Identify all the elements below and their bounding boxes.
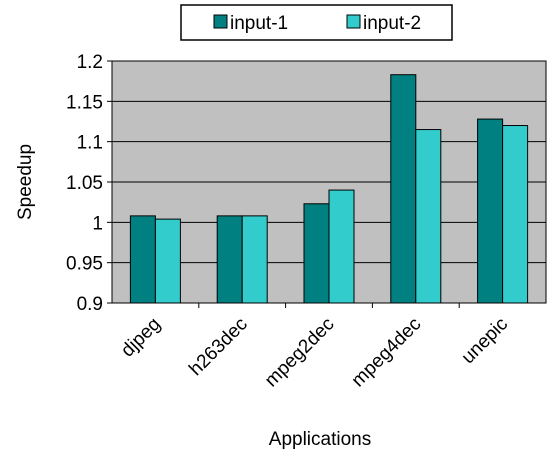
bar-input-1-djpeg [129, 215, 156, 304]
legend-label-input-1: input-1 [230, 13, 288, 34]
x-tick-label: mpeg2dec [261, 314, 339, 392]
y-axis-title: Speedup [15, 144, 36, 220]
bar-input-1-mpeg2dec [303, 203, 330, 304]
y-tick-label: 1.2 [77, 52, 103, 73]
bar-input-2-mpeg2dec [328, 189, 355, 304]
x-tick-label: h263dec [185, 314, 251, 380]
y-tick-label: 0.9 [77, 294, 103, 315]
y-tick-label: 1.05 [66, 173, 103, 194]
legend-swatch-input-2 [346, 14, 361, 29]
y-tick-label: 1.1 [77, 133, 103, 154]
bar-input-1-unepic [477, 118, 504, 304]
x-tick-label: unepic [458, 314, 512, 368]
y-tick-label: 1.15 [66, 92, 103, 113]
bars [129, 74, 529, 304]
bar-input-1-h263dec [216, 215, 243, 304]
bar-input-2-djpeg [154, 218, 181, 304]
legend: input-1 input-2 [180, 4, 453, 41]
y-tick-label: 1 [92, 213, 103, 234]
bar-input-2-mpeg4dec [415, 129, 442, 304]
bar-input-1-mpeg4dec [390, 74, 417, 304]
y-axis-ticks: 0.9 0.95 1 1.05 1.1 1.15 1.2 [66, 52, 112, 315]
legend-label-input-2: input-2 [363, 13, 421, 34]
x-tick-label: djpeg [117, 314, 165, 362]
bar-input-2-unepic [502, 125, 529, 304]
bar-input-2-h263dec [241, 215, 268, 304]
y-tick-label: 0.95 [66, 254, 103, 275]
x-axis-ticks: djpeg h263dec mpeg2dec mpeg4dec unepic [117, 303, 512, 391]
x-tick-label: mpeg4dec [348, 314, 426, 392]
legend-swatch-input-1 [213, 14, 228, 29]
x-axis-title: Applications [269, 429, 371, 450]
